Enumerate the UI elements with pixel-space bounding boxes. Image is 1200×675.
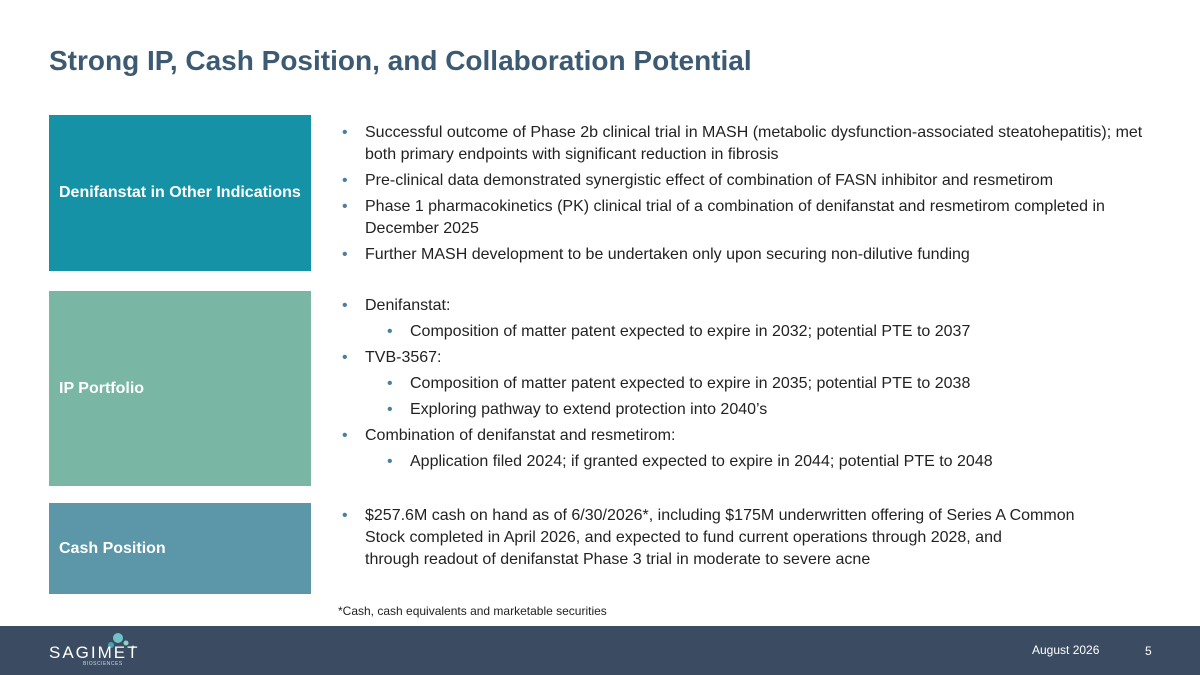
logo-dots xyxy=(108,633,135,649)
section-label: Cash Position xyxy=(49,503,311,594)
section-label: IP Portfolio xyxy=(49,291,311,486)
text-line: through readout of denifanstat Phase 3 t… xyxy=(365,551,871,568)
footer-band xyxy=(0,626,1200,675)
bullet: Composition of matter patent expected to… xyxy=(338,373,1168,395)
bullet: Further MASH development to be undertake… xyxy=(338,244,1173,266)
page-number: 5 xyxy=(1145,644,1152,658)
text-line: Stock completed in April 2026, and expec… xyxy=(365,529,1002,546)
bullet: Application filed 2024; if granted expec… xyxy=(338,451,1168,473)
date: August 2026 xyxy=(1032,643,1100,657)
bullet-list: Denifanstat: Composition of matter patent… xyxy=(338,295,1168,477)
logo: SAGIMET xyxy=(49,643,140,662)
bullet: Exploring pathway to extend protection i… xyxy=(338,399,1168,421)
bullet: Phase 1 pharmacokinetics (PK) clinical t… xyxy=(338,196,1173,240)
bullet: Composition of matter patent expected to… xyxy=(338,321,1168,343)
bullet: Pre-clinical data demonstrated synergist… xyxy=(338,170,1173,192)
logo-sub: BIOSCIENCES xyxy=(83,661,123,667)
bullet: Successful outcome of Phase 2b clinical … xyxy=(338,122,1173,166)
title: Strong IP, Cash Position, and Collaborat… xyxy=(49,45,752,76)
bullet-list: Successful outcome of Phase 2b clinical … xyxy=(338,122,1173,270)
bullet: TVB-3567: xyxy=(338,347,1168,369)
text-line: $257.6M cash on hand as of 6/30/2026*, i… xyxy=(365,507,1075,524)
bullet: $257.6M cash on hand as of 6/30/2026*, i… xyxy=(338,505,1168,571)
bullet-list: $257.6M cash on hand as of 6/30/2026*, i… xyxy=(338,505,1168,575)
bullet: Combination of denifanstat and resmetiro… xyxy=(338,425,1168,447)
footnote: *Cash, cash equivalents and marketable s… xyxy=(338,604,607,618)
section-label: Denifanstat in Other Indications xyxy=(49,115,311,271)
bullet: Denifanstat: xyxy=(338,295,1168,317)
